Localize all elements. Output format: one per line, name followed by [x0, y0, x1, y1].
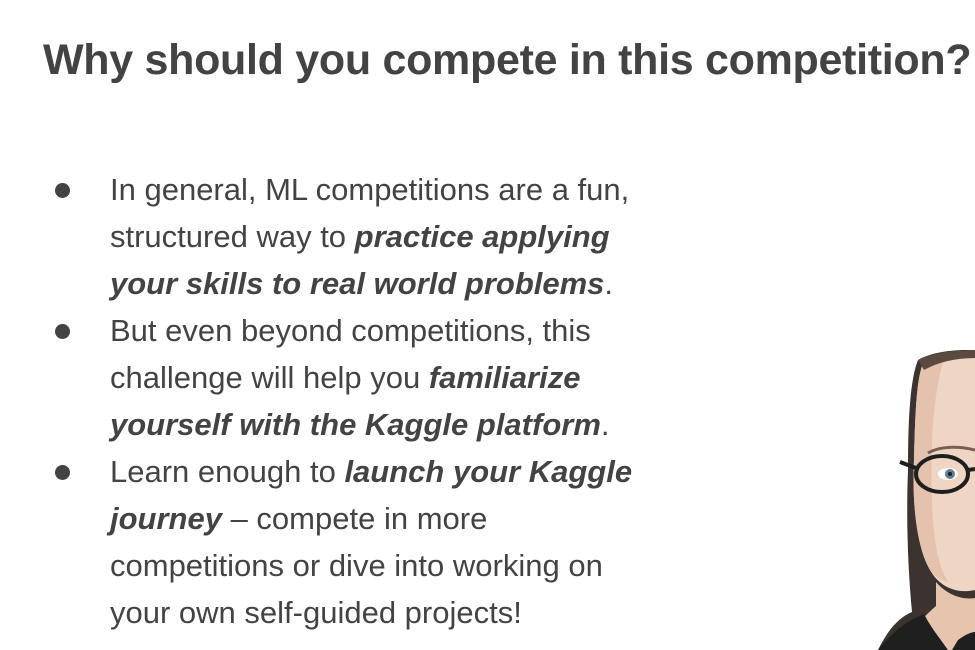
bullet-list: In general, ML competitions are a fun, s…	[55, 166, 655, 636]
bullet-text: – compete in more competitions or dive i…	[110, 501, 603, 630]
bullet-emphasis: launch your Kaggle journey	[110, 454, 633, 536]
bullet-text: But even beyond competitions, this chall…	[110, 313, 591, 395]
bullet-dot-icon	[55, 465, 70, 480]
bullet-dot-icon	[55, 183, 70, 198]
bullet-text: Learn enough to	[110, 454, 345, 489]
bullet-emphasis: practice applying your skills to real wo…	[110, 219, 610, 301]
slide-title: Why should you compete in this competiti…	[43, 36, 972, 84]
bullet-item: In general, ML competitions are a fun, s…	[55, 166, 655, 307]
bullet-text: .	[600, 407, 610, 442]
presenter-webcam-image	[878, 350, 975, 650]
bullet-text: In general, ML competitions are a fun, s…	[110, 172, 630, 254]
bullet-dot-icon	[55, 324, 70, 339]
bullet-emphasis: familiarize yourself with the Kaggle pla…	[110, 360, 601, 442]
bullet-item: Learn enough to launch your Kaggle journ…	[55, 448, 655, 636]
bullet-text: .	[604, 266, 614, 301]
bullet-item: But even beyond competitions, this chall…	[55, 307, 655, 448]
